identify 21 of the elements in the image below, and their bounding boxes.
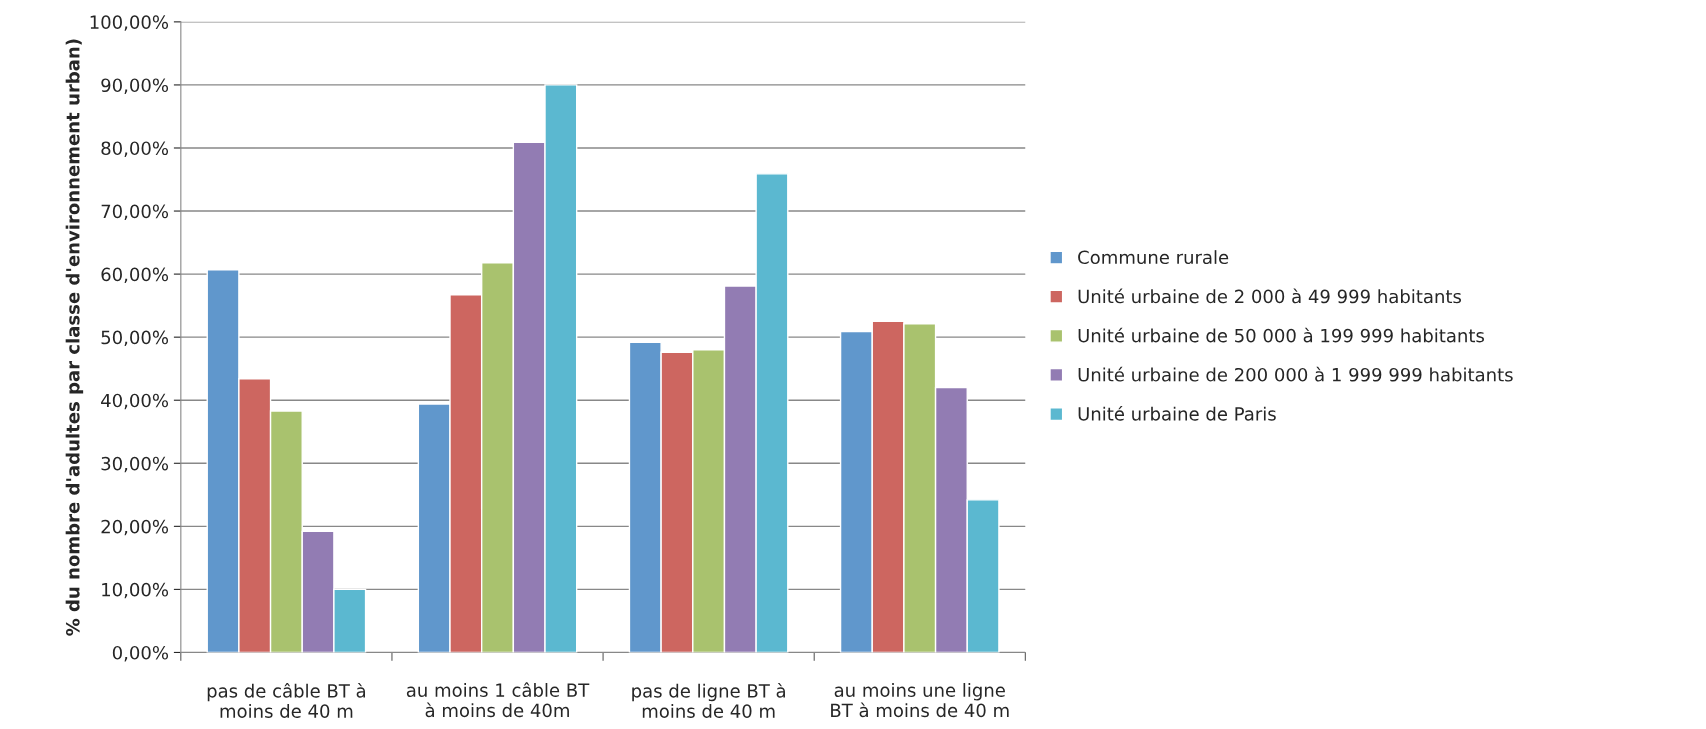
x-tick-label: pas de ligne BT à moins de 40 m xyxy=(632,683,785,718)
y-tick-label: 0,00% xyxy=(112,645,169,662)
legend-label: Commune rurale xyxy=(1078,250,1229,265)
y-axis-title: % du nombre d'adultes par classe d'environnement urban) xyxy=(65,39,84,636)
y-tick-label: 40,00% xyxy=(101,393,169,410)
y-tick-label: 80,00% xyxy=(101,141,169,157)
y-tick-label: 30,00% xyxy=(101,456,169,473)
y-tick-label: 100,00% xyxy=(90,15,169,31)
x-tick-label: pas de câble BT à moins de 40 m xyxy=(207,683,366,718)
y-tick-label: 90,00% xyxy=(101,78,169,94)
legend-label: Unité urbaine de 2 000 à 49 999 habitants xyxy=(1078,288,1462,304)
y-tick-label: 20,00% xyxy=(101,519,169,536)
y-tick-label: 60,00% xyxy=(101,267,169,284)
legend-label: Unité urbaine de 200 000 à 1 999 999 habitants xyxy=(1078,366,1513,382)
x-tick-label: au moins 1 câble BT à moins de 40m xyxy=(406,682,590,718)
y-tick-label: 70,00% xyxy=(101,204,169,220)
x-tick-label: au moins une ligne BT à moins de 40 m xyxy=(831,683,1009,718)
legend-label: Unité urbaine de 50 000 à 199 999 habitants xyxy=(1078,327,1484,343)
y-tick-label: 50,00% xyxy=(101,330,169,347)
y-tick-label: 10,00% xyxy=(102,582,169,599)
legend-label: Unité urbaine de Paris xyxy=(1078,405,1276,421)
